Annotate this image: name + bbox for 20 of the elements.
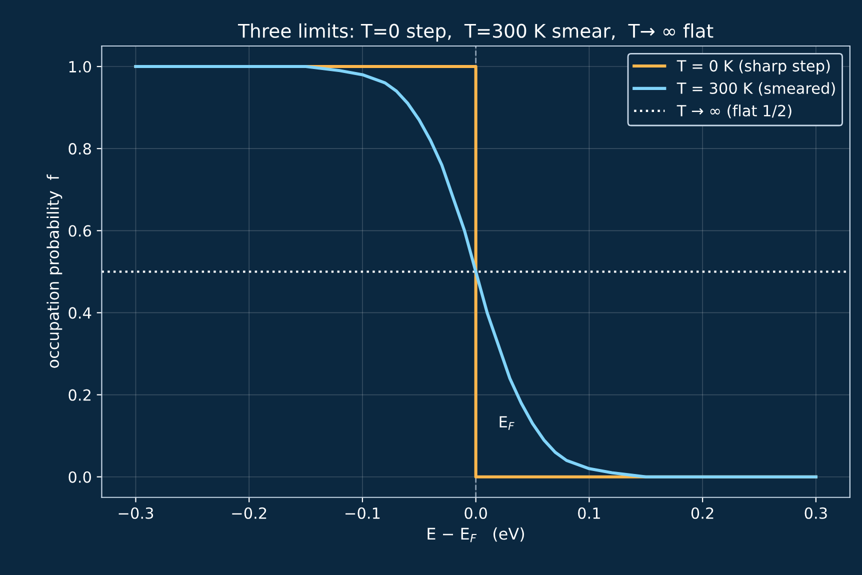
- x-tick-label: −0.3: [118, 507, 154, 519]
- legend-label: T = 300 K (smeared): [676, 82, 835, 96]
- annotation: E$_{F}$: [500, 416, 514, 430]
- legend-label: T = 0 K (sharp step): [676, 60, 830, 75]
- text: E − E$_{F}$ (eV): [428, 527, 524, 542]
- x-tick-label: −0.2: [232, 507, 266, 519]
- y-tick-label: 0.8: [68, 143, 91, 155]
- legend-label: T → ∞ (flat 1/2): [676, 104, 792, 118]
- x-tick-label: −0.1: [346, 507, 380, 519]
- y-tick-label: 0.2: [68, 389, 90, 401]
- x-tick-label: 0.0: [464, 507, 487, 519]
- y-tick-label: 0.6: [68, 225, 92, 237]
- y-tick-label: 0.4: [68, 307, 92, 319]
- y-tick-label: 1.0: [69, 60, 91, 73]
- x-tick-label: 0.1: [578, 507, 600, 519]
- x-tick-label: 0.3: [804, 507, 827, 519]
- y-axis-title: occupation probability f: [46, 174, 62, 368]
- x-tick-label: 0.2: [691, 507, 714, 519]
- y-tick-label: 0.0: [68, 471, 91, 483]
- chart-title: Three limits: T=0 step, T=300 K smear, T→ ∞ flat: [238, 23, 714, 42]
